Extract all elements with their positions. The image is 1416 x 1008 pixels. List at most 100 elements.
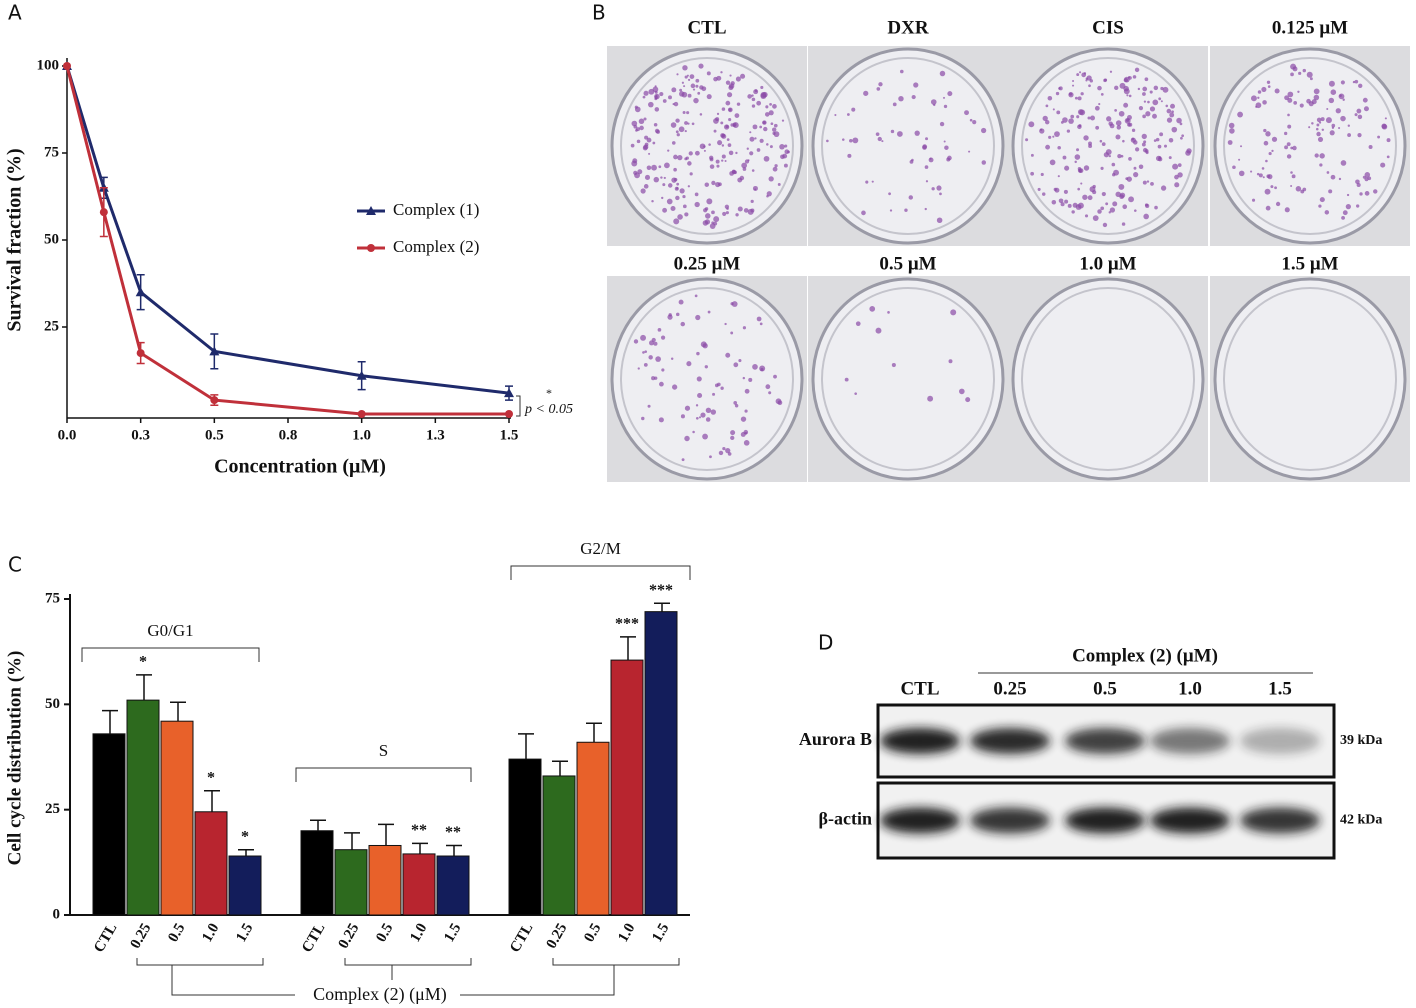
colony: [1297, 90, 1300, 93]
colony: [784, 144, 788, 148]
colony: [1258, 173, 1263, 178]
colony: [1052, 108, 1055, 111]
colony: [1077, 187, 1081, 191]
colony: [712, 392, 716, 396]
x-tick-label: CTL: [91, 921, 120, 956]
colony: [1072, 84, 1075, 87]
colony: [1102, 222, 1108, 228]
colony: [1083, 135, 1089, 141]
x-tick-label: 0.25: [127, 921, 154, 952]
colony: [1326, 171, 1330, 174]
colony: [1380, 162, 1386, 168]
colony: [1342, 210, 1348, 216]
colony: [1319, 163, 1323, 167]
x-tick-label: 1.0: [615, 921, 638, 945]
colony: [1311, 122, 1314, 125]
colony: [1317, 136, 1324, 142]
colony: [1364, 172, 1371, 178]
colony: [760, 85, 764, 90]
colony: [737, 206, 743, 212]
colony: [948, 359, 953, 364]
bar: [228, 855, 262, 916]
colony: [756, 148, 761, 152]
colony: [684, 405, 691, 411]
colony: [1082, 194, 1088, 200]
colony: [709, 164, 715, 169]
colony: [881, 140, 884, 143]
band: [1240, 728, 1320, 754]
colony: [682, 65, 688, 71]
colony: [662, 99, 667, 103]
dish-label: 0.5 μM: [879, 253, 936, 274]
colony: [1067, 203, 1072, 208]
colony: [664, 162, 670, 169]
colony: [1298, 71, 1302, 75]
colony: [1083, 165, 1090, 171]
colony: [1354, 113, 1358, 117]
colony: [1264, 188, 1271, 195]
colony: [670, 357, 674, 361]
colony: [1263, 128, 1267, 133]
colony: [1097, 209, 1102, 214]
colony: [639, 125, 644, 131]
lane-label: 0.5: [1093, 678, 1117, 699]
colony: [1250, 170, 1253, 173]
colony: [1284, 95, 1290, 101]
annotation: *: [546, 386, 552, 400]
colony: [1270, 185, 1274, 189]
colony: [643, 184, 649, 189]
colony: [684, 129, 687, 133]
dish-inner: [620, 287, 794, 471]
colony: [772, 166, 778, 172]
x-tick-label: 0.5: [581, 921, 604, 945]
colony: [1122, 139, 1125, 143]
colony: [908, 195, 914, 200]
colony: [711, 180, 716, 186]
error-bar: [446, 844, 462, 857]
colony: [716, 112, 720, 116]
colony: [1145, 203, 1150, 209]
error-bar: [586, 722, 602, 743]
colony: [1306, 98, 1311, 104]
error-bar: [344, 832, 360, 850]
colony: [1340, 80, 1345, 85]
colony: [1079, 109, 1086, 116]
colony: [1358, 83, 1363, 89]
colony: [980, 127, 987, 134]
colony: [1118, 183, 1125, 190]
colony: [735, 76, 741, 82]
colony: [1118, 110, 1125, 117]
colony: [1168, 156, 1172, 160]
colony: [950, 309, 957, 316]
colony: [658, 417, 664, 423]
colony: [749, 151, 754, 156]
colony: [765, 384, 771, 390]
colony: [1057, 175, 1060, 178]
colony: [1030, 153, 1034, 157]
colony: [1357, 132, 1362, 138]
colony: [1142, 147, 1148, 153]
colony: [1133, 172, 1139, 178]
colony: [706, 94, 712, 100]
colony: [630, 143, 635, 148]
colony: [649, 340, 655, 346]
colony: [943, 140, 946, 143]
colony: [637, 367, 640, 370]
colony: [1087, 195, 1093, 201]
colony: [713, 118, 719, 124]
marker: [210, 396, 219, 405]
colony: [1121, 222, 1126, 226]
colony: [677, 214, 683, 220]
colony: [1384, 117, 1387, 120]
colony: [1087, 116, 1091, 120]
bar: [334, 849, 368, 916]
colony: [673, 101, 679, 107]
colony: [1131, 128, 1136, 132]
colony: [698, 63, 704, 69]
colony: [1362, 97, 1368, 103]
colony: [653, 176, 660, 183]
colony: [1108, 211, 1111, 214]
y-tick-label: 50: [44, 231, 59, 247]
colony: [651, 199, 654, 203]
significance: **: [445, 824, 461, 841]
